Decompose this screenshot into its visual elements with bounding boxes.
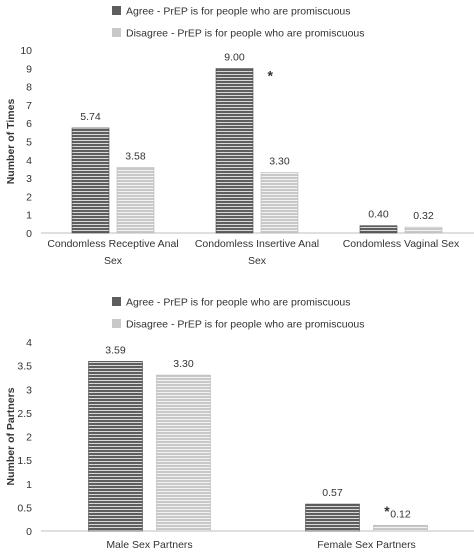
bar-disagree xyxy=(260,172,299,234)
y-tick-label: 9 xyxy=(26,63,32,75)
legend-label-disagree: Disagree - PrEP is for people who are pr… xyxy=(126,28,365,40)
y-tick-label: 2 xyxy=(26,191,32,203)
data-label: 0.57 xyxy=(322,487,343,499)
y-tick-label: 2 xyxy=(26,432,32,444)
legend-label-disagree: Disagree - PrEP is for people who are pr… xyxy=(126,319,365,331)
y-tick-label: 3 xyxy=(26,384,32,396)
legend-swatch-agree xyxy=(112,297,121,306)
legend-swatch-disagree xyxy=(112,28,121,37)
y-tick-label: 7 xyxy=(26,100,32,112)
y-tick-label: 4 xyxy=(26,155,32,167)
bar-disagree xyxy=(373,525,428,532)
bar-agree xyxy=(88,361,143,532)
bar-disagree xyxy=(156,374,211,532)
y-tick-label: 1.5 xyxy=(17,455,32,467)
y-tick-label: 8 xyxy=(26,82,32,94)
data-label: 0.12 xyxy=(390,508,411,520)
significance-asterisk: * xyxy=(268,67,274,83)
legend-swatch-disagree xyxy=(112,319,121,328)
category-label: Condomless Receptive Anal xyxy=(47,238,178,250)
category-label: Female Sex Partners xyxy=(317,539,416,551)
y-tick-label: 0 xyxy=(26,228,32,240)
legend-swatch-agree xyxy=(112,6,121,15)
y-tick-label: 6 xyxy=(26,118,32,130)
data-label: 3.30 xyxy=(173,358,194,370)
y-tick-label: 2.5 xyxy=(17,408,32,420)
y-tick-label: 1 xyxy=(26,210,32,222)
significance-asterisk: * xyxy=(384,503,390,519)
y-tick-label: 0.5 xyxy=(17,502,32,514)
bar-agree xyxy=(359,225,398,234)
y-tick-label: 4 xyxy=(26,337,32,349)
bar-agree xyxy=(215,68,254,234)
bar-agree xyxy=(71,127,110,234)
category-label: Sex xyxy=(248,255,267,267)
y-axis-label: Number of Times xyxy=(5,99,17,185)
legend-label-agree: Agree - PrEP is for people who are promi… xyxy=(126,6,351,18)
bar-agree xyxy=(305,503,360,532)
y-tick-label: 0 xyxy=(26,526,32,538)
category-label: Condomless Vaginal Sex xyxy=(343,238,460,250)
y-tick-label: 3 xyxy=(26,173,32,185)
category-label: Condomless Insertive Anal xyxy=(195,238,319,250)
data-label: 5.74 xyxy=(80,111,101,123)
legend-label-agree: Agree - PrEP is for people who are promi… xyxy=(126,297,351,309)
y-tick-label: 1 xyxy=(26,479,32,491)
category-label: Male Sex Partners xyxy=(106,539,192,551)
y-axis-label: Number of Partners xyxy=(5,387,17,485)
y-tick-label: 3.5 xyxy=(17,361,32,373)
y-tick-label: 10 xyxy=(20,45,32,57)
data-label: 9.00 xyxy=(224,51,245,63)
data-label: 0.40 xyxy=(368,209,389,221)
partners-bar-chart: Agree - PrEP is for people who are promi… xyxy=(5,297,474,551)
data-label: 3.30 xyxy=(269,156,290,168)
times-bar-chart: Agree - PrEP is for people who are promi… xyxy=(5,6,474,267)
y-tick-label: 5 xyxy=(26,137,32,149)
category-label: Sex xyxy=(104,255,123,267)
data-label: 3.59 xyxy=(105,344,126,356)
data-label: 0.32 xyxy=(413,210,434,222)
bar-disagree xyxy=(116,167,155,234)
bar-disagree xyxy=(404,226,443,234)
data-label: 3.58 xyxy=(125,150,146,162)
